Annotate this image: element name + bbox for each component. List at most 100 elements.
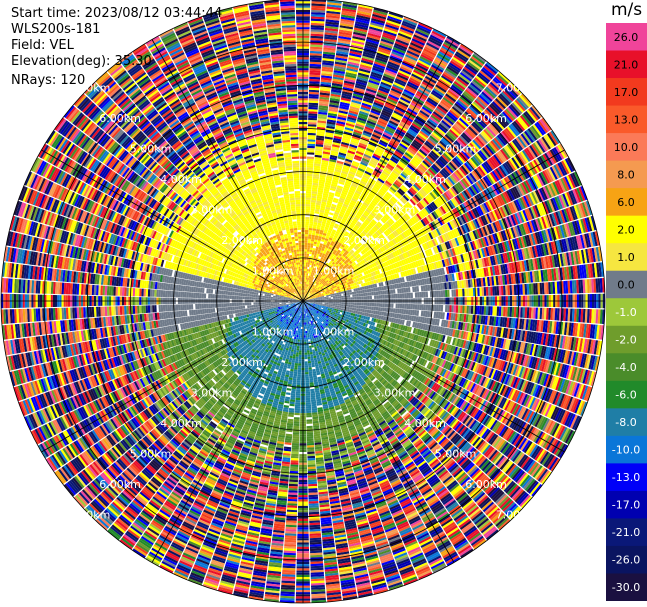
- velocity-gate: [344, 199, 351, 204]
- velocity-gate: [359, 66, 372, 72]
- velocity-gate: [351, 162, 359, 168]
- velocity-gate: [323, 47, 336, 51]
- velocity-gate: [318, 236, 322, 239]
- velocity-gate: [309, 217, 314, 220]
- velocity-gate: [385, 67, 398, 74]
- velocity-gate: [360, 138, 369, 144]
- velocity-gate: [322, 219, 327, 223]
- velocity-gate: [384, 303, 388, 308]
- velocity-gate: [321, 70, 333, 75]
- velocity-gate: [328, 163, 336, 167]
- velocity-gate: [339, 177, 346, 181]
- velocity-gate: [342, 86, 354, 92]
- velocity-gate: [355, 16, 370, 22]
- velocity-gate: [304, 294, 306, 297]
- velocity-gate: [351, 183, 358, 188]
- velocity-gate: [339, 298, 342, 300]
- velocity-gate: [373, 129, 383, 136]
- velocity-gate: [335, 164, 343, 169]
- velocity-gate: [338, 110, 348, 115]
- velocity-gate: [306, 291, 308, 294]
- velocity-gate: [339, 105, 349, 110]
- velocity-gate: [308, 232, 312, 235]
- velocity-gate: [342, 205, 348, 210]
- velocity-gate: [307, 137, 316, 140]
- velocity-gate: [305, 219, 310, 222]
- velocity-gate: [304, 290, 305, 293]
- velocity-gate: [350, 164, 358, 170]
- velocity-gate: [306, 258, 309, 261]
- velocity-gate: [334, 129, 344, 134]
- velocity-gate: [336, 229, 341, 233]
- velocity-gate: [338, 181, 345, 185]
- velocity-gate: [312, 250, 315, 253]
- velocity-gate: [325, 222, 331, 226]
- velocity-gate: [329, 187, 336, 192]
- velocity-gate: [332, 177, 339, 181]
- velocity-gate: [309, 72, 321, 76]
- velocity-gate: [352, 297, 355, 300]
- velocity-gate: [347, 116, 357, 121]
- velocity-gate: [316, 255, 319, 259]
- velocity-gate: [307, 150, 315, 153]
- velocity-gate: [453, 289, 457, 297]
- velocity-gate: [304, 257, 307, 261]
- velocity-gate: [340, 172, 348, 177]
- velocity-gate: [317, 187, 324, 191]
- velocity-gate: [306, 288, 308, 291]
- velocity-gate: [323, 49, 336, 53]
- velocity-gate: [321, 248, 325, 252]
- velocity-gate: [307, 268, 309, 272]
- velocity-gate: [368, 28, 383, 34]
- velocity-gate: [304, 290, 306, 293]
- velocity-gate: [324, 254, 328, 258]
- velocity-gate: [306, 281, 308, 285]
- velocity-gate: [371, 18, 386, 24]
- velocity-gate: [395, 303, 398, 309]
- velocity-gate: [330, 93, 341, 98]
- velocity-gate: [349, 50, 362, 56]
- velocity-gate: [356, 78, 368, 84]
- velocity-gate: [323, 249, 327, 253]
- velocity-gate: [447, 305, 450, 313]
- velocity-gate: [315, 139, 324, 143]
- velocity-gate: [382, 77, 394, 84]
- velocity-gate: [307, 238, 311, 242]
- velocity-gate: [337, 38, 351, 43]
- velocity-gate: [307, 143, 315, 147]
- velocity-gate: [336, 185, 344, 190]
- velocity-gate: [332, 215, 338, 220]
- velocity-gate: [310, 50, 323, 54]
- velocity-gate: [383, 30, 397, 37]
- velocity-gate: [365, 302, 368, 306]
- velocity-gate: [330, 233, 335, 237]
- velocity-gate: [313, 174, 320, 177]
- velocity-gate: [326, 231, 331, 236]
- velocity-gate: [322, 58, 335, 62]
- velocity-gate: [333, 70, 345, 74]
- velocity-gate: [340, 101, 350, 106]
- velocity-gate: [378, 46, 391, 53]
- velocity-gate: [326, 304, 329, 306]
- velocity-gate: [390, 53, 404, 60]
- velocity-gate: [336, 118, 346, 123]
- velocity-gate: [336, 290, 339, 293]
- velocity-gate: [332, 139, 341, 144]
- velocity-gate: [348, 55, 361, 60]
- velocity-gate: [305, 208, 311, 211]
- velocity-gate: [318, 254, 322, 258]
- velocity-gate: [349, 106, 360, 111]
- velocity-gate: [381, 109, 392, 116]
- velocity-gate: [331, 87, 342, 91]
- velocity-gate: [350, 101, 361, 107]
- velocity-gate: [333, 225, 339, 229]
- velocity-gate: [311, 199, 316, 203]
- velocity-gate: [304, 238, 308, 241]
- velocity-gate: [348, 297, 351, 300]
- velocity-gate: [381, 36, 395, 43]
- velocity-gate: [447, 289, 450, 297]
- velocity-gate: [377, 307, 381, 311]
- velocity-gate: [440, 304, 444, 312]
- velocity-gate: [308, 260, 311, 263]
- velocity-gate: [324, 226, 329, 230]
